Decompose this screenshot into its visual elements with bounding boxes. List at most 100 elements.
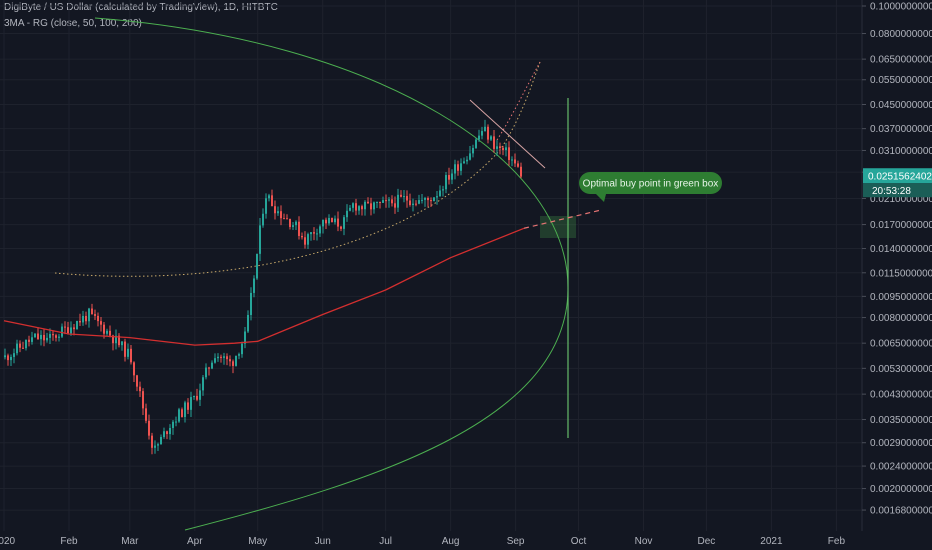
candle-body bbox=[25, 339, 27, 349]
candle-body bbox=[187, 402, 189, 410]
time-tick-label: Apr bbox=[187, 536, 203, 547]
last-price-badge bbox=[863, 168, 932, 184]
moving-average bbox=[3, 209, 601, 346]
price-tick-label: 0.0800000000 bbox=[870, 29, 932, 40]
candle-body bbox=[421, 199, 423, 201]
countdown-label: 20:53:28 bbox=[872, 186, 911, 197]
candle-body bbox=[97, 315, 99, 322]
candle-body bbox=[148, 420, 150, 436]
candle-body bbox=[58, 336, 60, 338]
candle-body bbox=[4, 355, 6, 358]
overlays: Optimal buy point in green box 0.02515624… bbox=[579, 168, 932, 202]
candle-body bbox=[88, 308, 90, 322]
candle-body bbox=[355, 203, 357, 211]
candle-body bbox=[451, 173, 453, 180]
candle-body bbox=[16, 343, 18, 354]
candle-body bbox=[400, 194, 402, 197]
candle-body bbox=[31, 337, 33, 342]
candle-body bbox=[460, 163, 462, 171]
time-tick-label: Nov bbox=[635, 536, 653, 547]
candle-body bbox=[481, 131, 483, 136]
time-tick-label: Oct bbox=[571, 536, 587, 547]
candle-body bbox=[94, 314, 96, 316]
candle-body bbox=[385, 200, 387, 202]
candle-body bbox=[331, 217, 333, 223]
candle-body bbox=[151, 435, 153, 448]
candle-body bbox=[76, 320, 78, 330]
price-tick-label: 0.0370000000 bbox=[870, 124, 932, 135]
candle-body bbox=[40, 334, 42, 340]
candle-body bbox=[175, 421, 177, 423]
countdown-badge bbox=[863, 183, 932, 198]
candle-body bbox=[397, 194, 399, 208]
candle-body bbox=[469, 153, 471, 160]
candle-body bbox=[133, 362, 135, 376]
candle-body bbox=[217, 356, 219, 359]
candle-body bbox=[82, 315, 84, 323]
candle-body bbox=[235, 355, 237, 366]
candle-body bbox=[445, 175, 447, 190]
grid bbox=[0, 0, 862, 531]
candle-body bbox=[67, 327, 69, 334]
time-tick-label: Jun bbox=[315, 536, 331, 547]
candle-body bbox=[73, 327, 75, 330]
candle-body bbox=[358, 206, 360, 211]
candle-body bbox=[334, 218, 336, 223]
candle-body bbox=[379, 201, 381, 203]
price-tick-label: 0.0016800000 bbox=[870, 506, 932, 517]
candle-body bbox=[205, 367, 207, 378]
candle-body bbox=[22, 347, 24, 349]
candle-body bbox=[265, 198, 267, 214]
candle-body bbox=[301, 235, 303, 238]
price-tick-label: 0.0035000000 bbox=[870, 415, 932, 426]
candle-body bbox=[103, 324, 105, 334]
descending-trendline bbox=[469, 99, 546, 169]
candle-body bbox=[316, 233, 318, 235]
candle-body bbox=[343, 217, 345, 229]
candle-body bbox=[496, 146, 498, 149]
candle-body bbox=[439, 190, 441, 197]
candle-body bbox=[322, 219, 324, 227]
candle-body bbox=[157, 444, 159, 446]
candle-body bbox=[259, 225, 261, 254]
time-tick-label: 2021 bbox=[760, 536, 783, 547]
candle-body bbox=[454, 164, 456, 174]
candle-body bbox=[514, 159, 516, 164]
chart-title: DigiByte / US Dollar (calculated by Trad… bbox=[4, 2, 278, 13]
price-tick-label: 0.0043000000 bbox=[870, 390, 932, 401]
candle-body bbox=[169, 427, 171, 435]
candle-body bbox=[106, 330, 108, 334]
candle-body bbox=[52, 334, 54, 336]
candle-body bbox=[307, 234, 309, 245]
candle-body bbox=[178, 409, 180, 422]
indicator-legend: 3MA - RG (close, 50, 100, 200) bbox=[4, 18, 142, 29]
candle-body bbox=[172, 421, 174, 428]
arc-drawing bbox=[94, 17, 569, 531]
candle-body bbox=[505, 147, 507, 151]
candle-body bbox=[268, 195, 270, 199]
candle-body bbox=[28, 339, 30, 342]
candle-body bbox=[79, 320, 81, 323]
candle-body bbox=[361, 206, 363, 210]
candle-body bbox=[64, 326, 66, 328]
candle-body bbox=[241, 343, 243, 355]
last-price-label: 0.0251562402 bbox=[868, 172, 932, 183]
candle-body bbox=[247, 314, 249, 332]
candle-body bbox=[490, 136, 492, 140]
price-tick-label: 0.0650000000 bbox=[870, 55, 932, 66]
candle-body bbox=[277, 211, 279, 214]
candle-body bbox=[448, 175, 450, 180]
price-axis: 0.1000000000 0.0800000000 0.0650000000 0.05… bbox=[862, 2, 932, 517]
candle-body bbox=[184, 402, 186, 417]
price-tick-label: 0.0053000000 bbox=[870, 364, 932, 375]
drawings bbox=[54, 17, 576, 531]
candle-body bbox=[199, 390, 201, 400]
ma-projection bbox=[523, 209, 601, 229]
price-tick-label: 0.0115000000 bbox=[870, 268, 932, 279]
candle-body bbox=[160, 437, 162, 445]
candle-body bbox=[61, 326, 63, 337]
price-tick-label: 0.0450000000 bbox=[870, 100, 932, 111]
candle-body bbox=[244, 331, 246, 344]
candle-body bbox=[511, 159, 513, 161]
